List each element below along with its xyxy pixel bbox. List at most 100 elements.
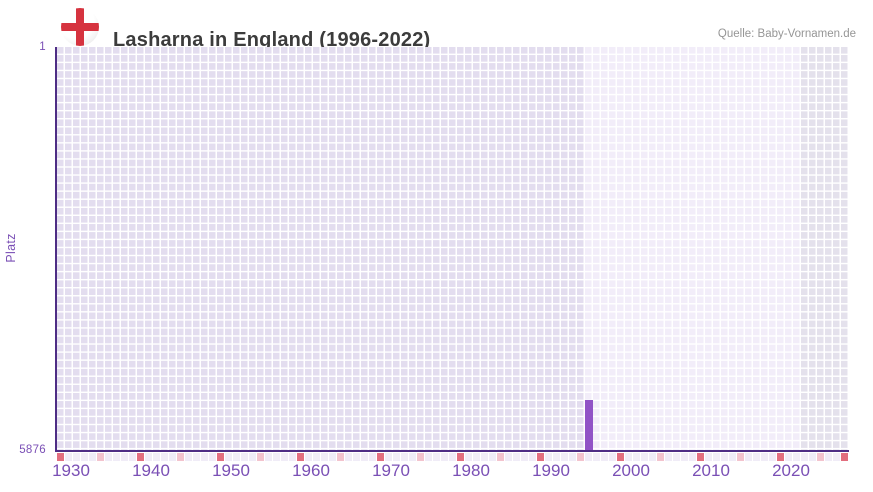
x-tick-2015: [737, 453, 744, 461]
x-tick-1997: [593, 453, 600, 461]
x-axis-line: [55, 450, 849, 452]
x-tick-1979: [449, 453, 456, 461]
x-tick-1960: [297, 453, 304, 461]
x-axis-label-1980: 1980: [452, 461, 490, 480]
x-tick-1965: [337, 453, 344, 461]
y-axis-top-tick-label: 1: [39, 41, 46, 53]
x-axis-label-1960: 1960: [292, 461, 330, 480]
x-tick-2010: [697, 453, 704, 461]
x-axis-labels: 1930 1940 1950 1960 1970 1980 1990 2000 2010 2020: [0, 461, 873, 481]
x-tick-1984: [489, 453, 496, 461]
x-tick-1935: [97, 453, 104, 461]
x-tick-2028: [841, 453, 848, 461]
x-tick-2013: [721, 453, 728, 461]
x-tick-2021: [785, 453, 792, 461]
x-tick-1958: [281, 453, 288, 461]
x-tick-1975: [417, 453, 424, 461]
zone-data-range: [585, 47, 801, 450]
x-tick-1959: [289, 453, 296, 461]
x-tick-2011: [705, 453, 712, 461]
x-tick-2017: [753, 453, 760, 461]
x-tick-1939: [129, 453, 136, 461]
x-tick-1949: [209, 453, 216, 461]
x-tick-2004: [649, 453, 656, 461]
x-axis-tick-row: [57, 453, 849, 461]
x-tick-1999: [609, 453, 616, 461]
x-tick-1968: [361, 453, 368, 461]
x-tick-1973: [401, 453, 408, 461]
x-tick-2008: [681, 453, 688, 461]
england-flag-icon: [61, 8, 99, 46]
x-tick-1998: [601, 453, 608, 461]
x-tick-2026: [825, 453, 832, 461]
y-axis-bottom-tick-label: 5876: [19, 444, 46, 456]
x-tick-1989: [529, 453, 536, 461]
x-tick-1996: [585, 453, 592, 461]
x-tick-2007: [673, 453, 680, 461]
x-tick-1991: [545, 453, 552, 461]
x-tick-1936: [105, 453, 112, 461]
x-tick-2012: [713, 453, 720, 461]
x-axis-label-1940: 1940: [132, 461, 170, 480]
x-tick-1945: [177, 453, 184, 461]
x-axis-label-1990: 1990: [532, 461, 570, 480]
x-tick-1986: [505, 453, 512, 461]
x-axis-label-2010: 2010: [692, 461, 730, 480]
x-tick-2027: [833, 453, 840, 461]
x-tick-1978: [441, 453, 448, 461]
x-tick-1969: [369, 453, 376, 461]
x-tick-1937: [113, 453, 120, 461]
x-tick-1947: [193, 453, 200, 461]
x-tick-2022: [793, 453, 800, 461]
x-tick-2024: [809, 453, 816, 461]
x-tick-1953: [241, 453, 248, 461]
x-axis-label-1970: 1970: [372, 461, 410, 480]
plot-area: [55, 47, 849, 452]
x-tick-2025: [817, 453, 824, 461]
zone-before-data-range: [57, 47, 585, 450]
x-tick-1940: [137, 453, 144, 461]
x-tick-1941: [145, 453, 152, 461]
x-tick-1933: [81, 453, 88, 461]
x-tick-2005: [657, 453, 664, 461]
x-tick-1961: [305, 453, 312, 461]
x-axis-label-2000: 2000: [612, 461, 650, 480]
x-tick-1993: [561, 453, 568, 461]
x-tick-2000: [617, 453, 624, 461]
x-tick-1957: [273, 453, 280, 461]
x-tick-1938: [121, 453, 128, 461]
x-tick-1992: [553, 453, 560, 461]
x-tick-2018: [761, 453, 768, 461]
x-tick-1983: [481, 453, 488, 461]
x-tick-1932: [73, 453, 80, 461]
x-tick-1948: [201, 453, 208, 461]
x-tick-2023: [801, 453, 808, 461]
x-tick-1954: [249, 453, 256, 461]
x-tick-1955: [257, 453, 264, 461]
x-tick-1990: [537, 453, 544, 461]
x-tick-1980: [457, 453, 464, 461]
x-tick-1951: [225, 453, 232, 461]
x-tick-1994: [569, 453, 576, 461]
x-axis-label-2020: 2020: [772, 461, 810, 480]
x-tick-2014: [729, 453, 736, 461]
x-tick-1943: [161, 453, 168, 461]
x-axis-label-1930: 1930: [52, 461, 90, 480]
x-tick-1987: [513, 453, 520, 461]
x-tick-1971: [385, 453, 392, 461]
x-tick-1930: [57, 453, 64, 461]
x-tick-1981: [465, 453, 472, 461]
x-tick-1970: [377, 453, 384, 461]
rank-bar-1996: [585, 400, 593, 450]
x-tick-1974: [409, 453, 416, 461]
x-tick-2009: [689, 453, 696, 461]
x-tick-2016: [745, 453, 752, 461]
x-tick-1962: [313, 453, 320, 461]
x-tick-1988: [521, 453, 528, 461]
x-tick-1963: [321, 453, 328, 461]
y-axis-title: Platz: [4, 233, 18, 263]
x-tick-1946: [185, 453, 192, 461]
england-flag-cross-horizontal: [61, 23, 99, 31]
x-axis-label-1950: 1950: [212, 461, 250, 480]
